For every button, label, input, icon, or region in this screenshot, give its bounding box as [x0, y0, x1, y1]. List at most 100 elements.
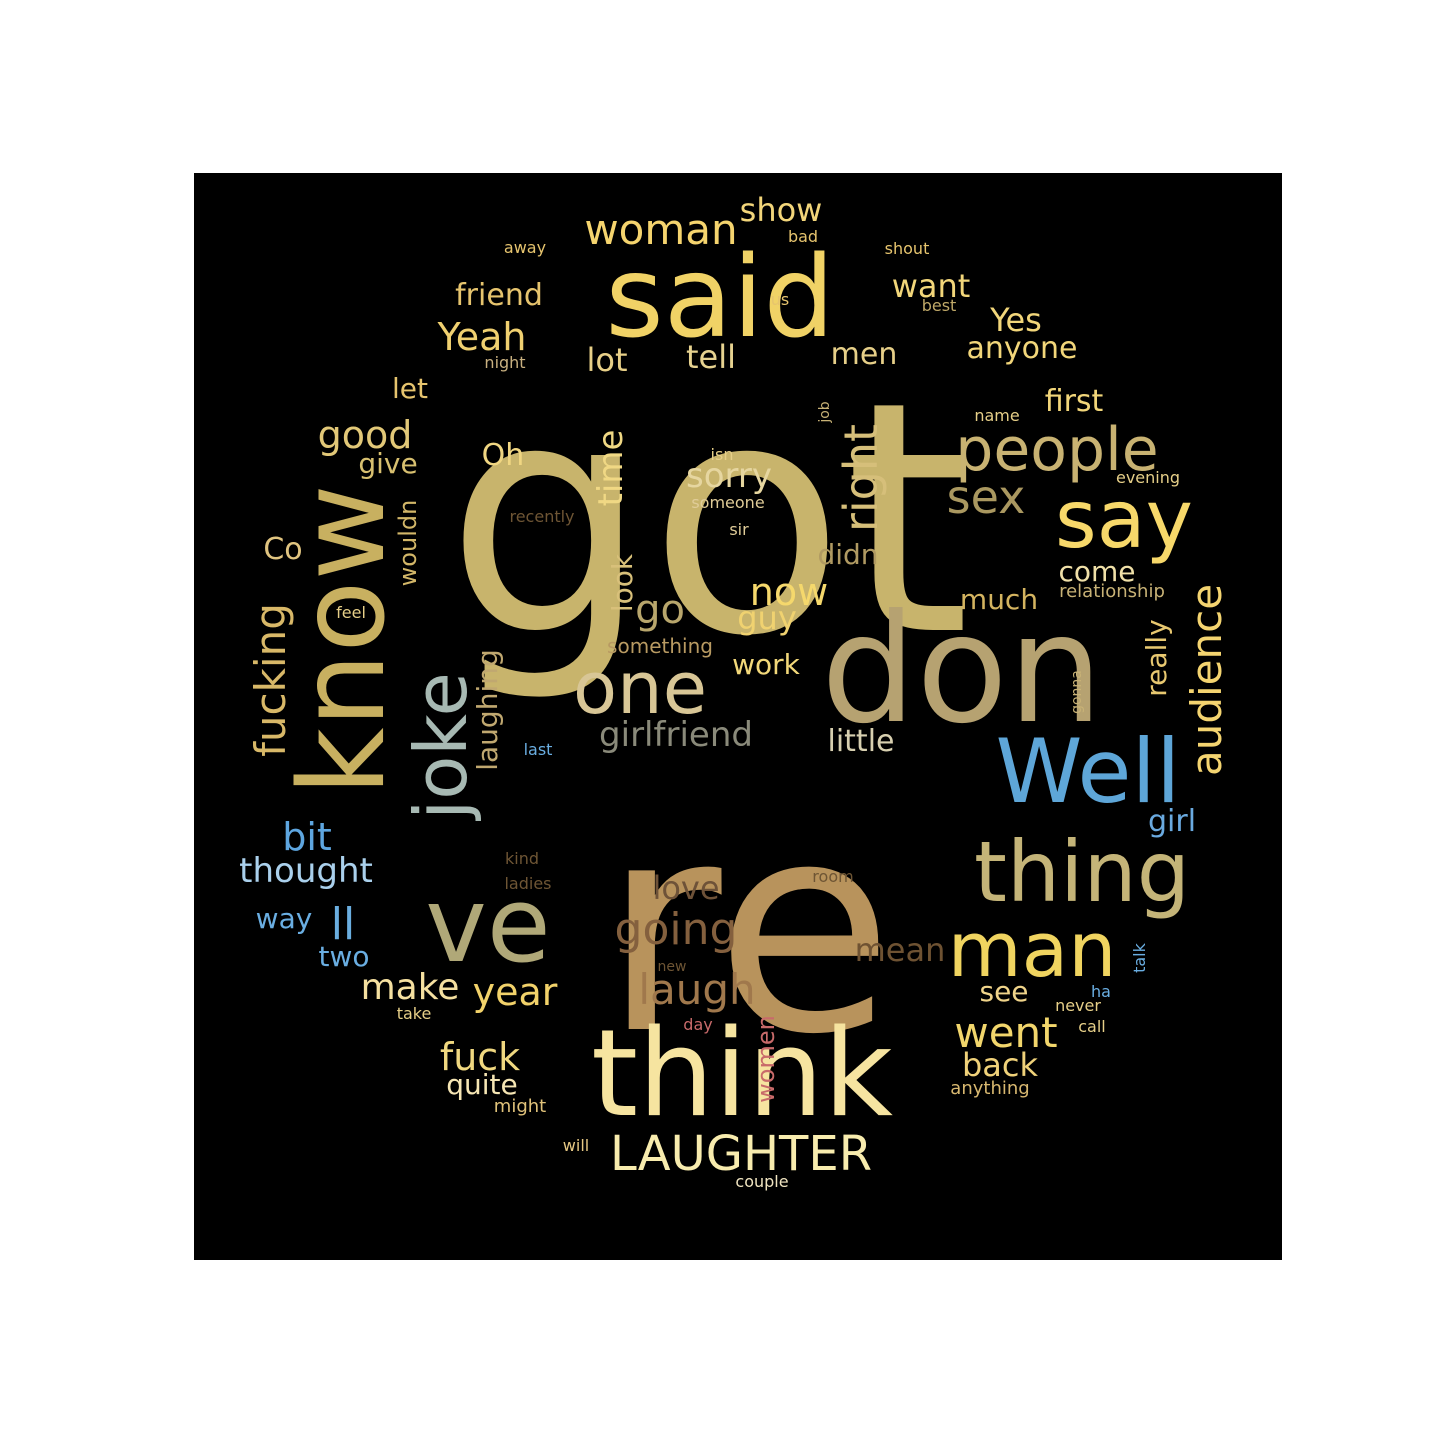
word-want: want	[891, 267, 971, 305]
word-thought: thought	[239, 851, 373, 891]
word-work: work	[732, 648, 800, 681]
word-back: back	[961, 1046, 1039, 1084]
word-take: take	[396, 1004, 432, 1023]
word-co: Co	[263, 532, 303, 567]
word-two: two	[318, 940, 370, 973]
word-thing: thing	[973, 823, 1191, 921]
word-look: look	[606, 553, 639, 613]
word-think: think	[591, 1005, 893, 1144]
word-make: make	[360, 967, 460, 1008]
word-ll: ll	[330, 899, 356, 950]
word-let: let	[392, 372, 428, 405]
word-ha: ha	[1091, 982, 1111, 1001]
word-new: new	[657, 959, 687, 975]
word-gonna: gonna	[1069, 670, 1085, 714]
word-going: going	[614, 904, 738, 955]
word-see: see	[979, 975, 1029, 1008]
word-sir: sir	[729, 520, 749, 539]
word-sex: sex	[946, 470, 1026, 524]
word-say: say	[1054, 473, 1194, 566]
word-wouldn: wouldn	[394, 499, 422, 587]
word-joke: joke	[399, 672, 483, 820]
word-evening: evening	[1115, 468, 1181, 487]
word-recently: recently	[509, 507, 575, 526]
word-man: man	[947, 905, 1117, 994]
word-relationship: relationship	[1059, 581, 1165, 602]
word-quite: quite	[446, 1068, 518, 1101]
word-sorry: sorry	[686, 456, 772, 496]
word-audience: audience	[1182, 583, 1231, 777]
word-girlfriend: girlfriend	[599, 715, 753, 755]
word-name: name	[974, 406, 1020, 425]
word-bad: bad	[787, 227, 819, 246]
word-will: will	[562, 1136, 590, 1155]
word-friend: friend	[455, 278, 543, 313]
word-year: year	[472, 970, 558, 1014]
word-never: never	[1055, 996, 1101, 1015]
word-got: got	[445, 334, 971, 706]
word-went: went	[954, 1008, 1058, 1057]
word-last: last	[523, 740, 553, 759]
word-really: really	[1140, 619, 1173, 697]
word-now: now	[749, 570, 829, 614]
word-right: right	[834, 423, 888, 533]
word-said: said	[605, 233, 835, 363]
word-anything: anything	[950, 1078, 1030, 1099]
word-might: might	[493, 1096, 547, 1117]
word-lot: lot	[586, 341, 628, 379]
word-time: time	[591, 429, 631, 507]
word-much: much	[959, 583, 1039, 616]
word-give: give	[358, 447, 418, 480]
word-best: best	[921, 296, 957, 315]
word-girl: girl	[1147, 804, 1197, 839]
word-woman: woman	[584, 205, 738, 254]
word-way: way	[255, 902, 313, 935]
word-laugh: laugh	[638, 965, 756, 1014]
word-love: love	[652, 869, 720, 907]
word-couple: couple	[735, 1172, 789, 1191]
word-little: little	[827, 724, 895, 759]
word-laughing: laughing	[471, 649, 504, 771]
word-bit: bit	[282, 815, 332, 859]
word-anyone: anyone	[966, 331, 1078, 366]
word-ladies: ladies	[504, 874, 552, 893]
word-show: show	[739, 191, 823, 229]
word-good: good	[317, 413, 413, 457]
word-people: people	[955, 415, 1159, 485]
word-ve: ve	[425, 864, 551, 986]
word-re: re	[602, 761, 894, 1098]
word-someone: someone	[691, 493, 765, 512]
word-one: one	[573, 646, 707, 730]
word-job: job	[817, 401, 833, 423]
word-don: don	[820, 583, 1104, 757]
word-yeah: Yeah	[437, 315, 527, 359]
word-well: Well	[995, 720, 1181, 823]
word-night: night	[484, 353, 526, 372]
word-shout: shout	[884, 239, 930, 258]
word-mean: mean	[854, 931, 946, 969]
word-didn: didn	[817, 538, 879, 571]
word-something: something	[607, 634, 713, 658]
word-oh: Oh	[481, 438, 525, 473]
word-kind: kind	[504, 849, 540, 868]
word-go: go	[635, 587, 685, 633]
word-feel: feel	[336, 603, 366, 622]
word-day: day	[683, 1015, 713, 1034]
word-fuck: fuck	[439, 1035, 521, 1079]
word-isn: isn	[710, 445, 734, 464]
word-room: room	[812, 867, 854, 886]
word-tell: tell	[685, 338, 737, 376]
word-call: call	[1078, 1017, 1106, 1036]
word-laughter: LAUGHTER	[609, 1126, 873, 1182]
word-us: us	[770, 290, 790, 309]
word-guy: guy	[737, 599, 797, 637]
word-know: know	[273, 484, 411, 796]
word-first: first	[1044, 384, 1104, 419]
word-away: away	[503, 238, 547, 257]
wordcloud-panel	[194, 173, 1282, 1260]
word-women: women	[752, 1015, 780, 1103]
word-fucking: fucking	[246, 603, 295, 757]
word-come: come	[1058, 555, 1136, 588]
word-talk: talk	[1130, 943, 1149, 973]
